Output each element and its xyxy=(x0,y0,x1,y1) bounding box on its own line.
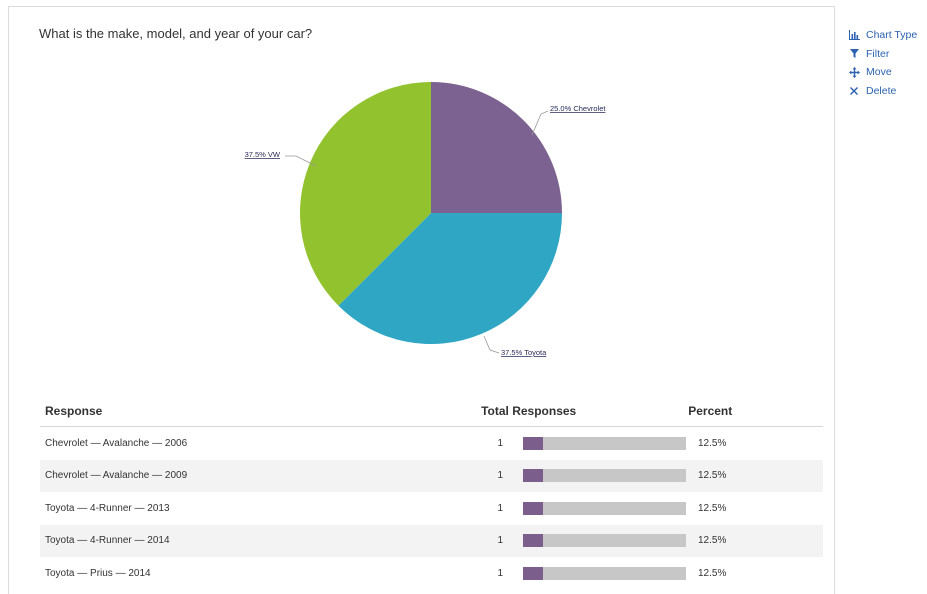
filter-icon xyxy=(848,49,860,59)
percent-cell: 12.5% xyxy=(698,470,727,482)
pie-slice xyxy=(300,81,431,306)
responses-table: Response Total Responses Percent Chevrol… xyxy=(40,396,823,590)
table-row: Toyota — 4-Runner — 2014 1 12.5% xyxy=(40,524,823,557)
percent-bar-fill xyxy=(523,469,544,483)
pie-leader-line xyxy=(483,335,500,354)
total-cell: 1 xyxy=(497,502,503,514)
pie-slice xyxy=(338,213,562,344)
response-column-header: Response xyxy=(45,404,103,418)
percent-bar-fill xyxy=(523,501,544,515)
percent-cell: 12.5% xyxy=(698,502,727,514)
percent-cell: 12.5% xyxy=(698,535,727,547)
filter-button[interactable]: Filter xyxy=(848,45,917,64)
table-row: Toyota — 4-Runner — 2013 1 12.5% xyxy=(40,492,823,525)
percent-bar-fill xyxy=(523,534,544,548)
pie-slice-label: 37.5% VW xyxy=(245,150,281,159)
table-header: Response Total Responses Percent xyxy=(40,396,823,427)
pie-slice-label: 25.0% Chevrolet xyxy=(550,104,606,113)
total-cell: 1 xyxy=(497,470,503,482)
question-title: What is the make, model, and year of you… xyxy=(39,26,313,41)
percent-cell: 12.5% xyxy=(698,567,727,579)
bar-chart-icon xyxy=(848,30,860,41)
pie-chart: 25.0% Chevrolet 37.5% Toyota 37.5% VW xyxy=(245,81,606,357)
percent-bar xyxy=(511,566,686,580)
chart-type-label: Chart Type xyxy=(866,29,918,42)
percent-bar-fill xyxy=(523,436,544,450)
delete-label: Delete xyxy=(866,84,897,97)
response-cell: Chevrolet — Avalanche — 2009 xyxy=(45,470,188,482)
percent-bar xyxy=(511,469,686,483)
response-cell: Toyota — 4-Runner — 2014 xyxy=(45,535,170,547)
percent-bar xyxy=(511,436,686,450)
chart-type-button[interactable]: Chart Type xyxy=(848,26,917,45)
response-cell: Toyota — Prius — 2014 xyxy=(45,567,151,579)
table-row: Chevrolet — Avalanche — 2009 1 12.5% xyxy=(40,459,823,492)
total-cell: 1 xyxy=(497,437,503,449)
total-cell: 1 xyxy=(497,535,503,547)
pie-slice-label: 37.5% Toyota xyxy=(501,348,547,357)
chart-actions: Chart Type Filter Move Delete xyxy=(848,26,917,100)
percent-bar-fill xyxy=(523,566,544,580)
report-panel: What is the make, model, and year of you… xyxy=(8,6,835,594)
pie-leader-line xyxy=(285,155,317,167)
move-button[interactable]: Move xyxy=(848,63,917,82)
move-icon xyxy=(848,66,860,78)
total-responses-column-header: Total Responses xyxy=(481,404,577,418)
pie-leader-line xyxy=(531,110,549,136)
percent-column-header: Percent xyxy=(688,404,733,418)
response-cell: Toyota — 4-Runner — 2013 xyxy=(45,502,170,514)
percent-bar xyxy=(511,501,686,515)
total-cell: 1 xyxy=(497,567,503,579)
table-row: Chevrolet — Avalanche — 2006 1 12.5% xyxy=(40,427,823,460)
percent-cell: 12.5% xyxy=(698,437,727,449)
filter-label: Filter xyxy=(866,47,890,60)
percent-bar xyxy=(511,534,686,548)
delete-button[interactable]: Delete xyxy=(848,82,917,101)
delete-icon xyxy=(848,86,860,95)
move-label: Move xyxy=(866,66,892,79)
pie-slice xyxy=(431,82,562,213)
table-row: Toyota — Prius — 2014 1 12.5% xyxy=(40,557,823,590)
response-cell: Chevrolet — Avalanche — 2006 xyxy=(45,437,188,449)
